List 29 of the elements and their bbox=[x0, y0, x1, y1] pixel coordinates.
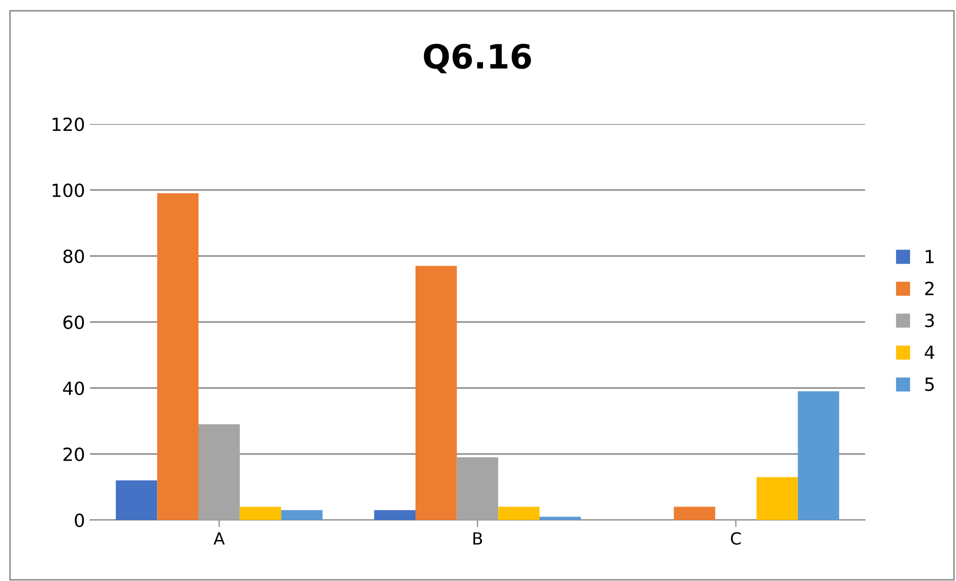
legend-label: 5 bbox=[925, 378, 934, 392]
legend-label: 3 bbox=[925, 314, 934, 328]
y-tick-label: 100 bbox=[52, 183, 84, 198]
y-tick-label: 80 bbox=[63, 249, 84, 264]
bar bbox=[374, 510, 416, 520]
bar bbox=[498, 506, 540, 520]
bar bbox=[116, 480, 158, 520]
x-tick-label: A bbox=[214, 532, 225, 544]
y-tick-label: 20 bbox=[63, 447, 84, 462]
bar bbox=[281, 510, 322, 520]
legend-label: 2 bbox=[925, 282, 934, 296]
y-tick-label: 60 bbox=[63, 315, 84, 330]
y-tick-label: 40 bbox=[63, 381, 84, 396]
bar bbox=[240, 506, 282, 520]
y-tick-label: 120 bbox=[52, 117, 84, 132]
x-tick-label: B bbox=[473, 532, 482, 544]
bar bbox=[456, 457, 498, 520]
bar bbox=[674, 506, 716, 520]
bar bbox=[756, 477, 798, 520]
legend-label: 1 bbox=[926, 250, 934, 264]
bar bbox=[157, 193, 198, 520]
bar bbox=[198, 424, 240, 520]
x-tick-label: C bbox=[730, 532, 741, 545]
bar bbox=[798, 391, 840, 520]
chart-title: Q6.16 bbox=[424, 44, 531, 74]
bar bbox=[540, 516, 581, 520]
y-tick-label: 0 bbox=[74, 513, 84, 528]
bar bbox=[416, 266, 457, 520]
legend-label: 4 bbox=[924, 346, 934, 359]
